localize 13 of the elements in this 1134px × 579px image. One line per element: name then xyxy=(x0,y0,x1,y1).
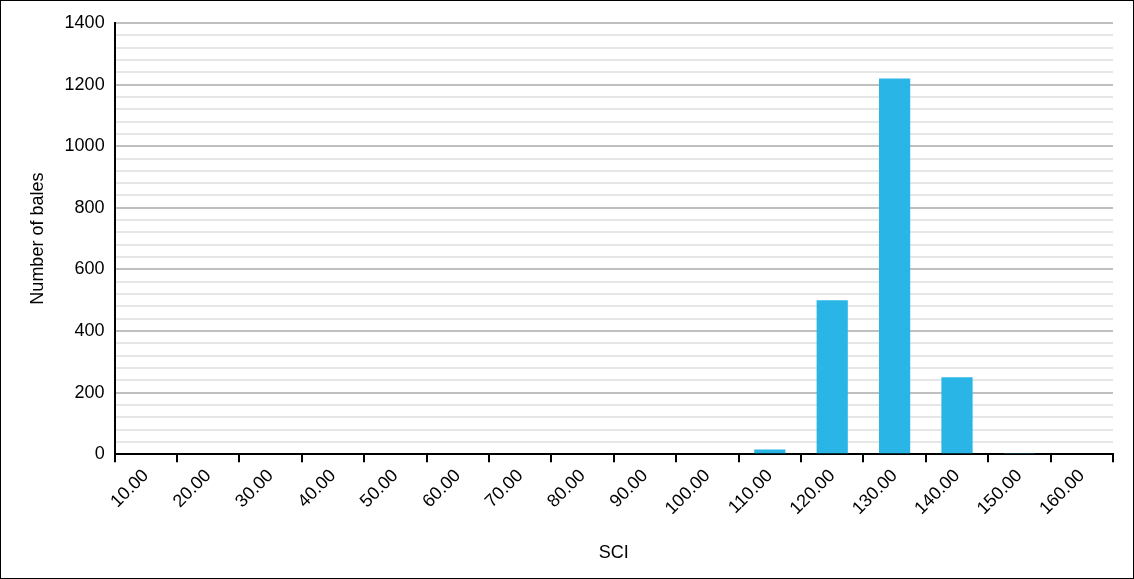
y-axis-title: Number of bales xyxy=(26,172,47,305)
y-tick-label: 0 xyxy=(94,443,105,464)
bar xyxy=(879,78,911,454)
y-tick-label: 600 xyxy=(74,258,105,279)
y-tick-label: 400 xyxy=(74,319,105,340)
y-tick-label: 1200 xyxy=(64,73,105,94)
bar xyxy=(941,377,973,454)
y-tick-label: 1400 xyxy=(64,11,105,32)
x-axis-title: SCI xyxy=(598,542,629,563)
bar xyxy=(816,300,848,454)
y-tick-label: 200 xyxy=(74,381,105,402)
y-tick-label: 800 xyxy=(74,196,105,217)
y-tick-label: 1000 xyxy=(64,135,105,156)
